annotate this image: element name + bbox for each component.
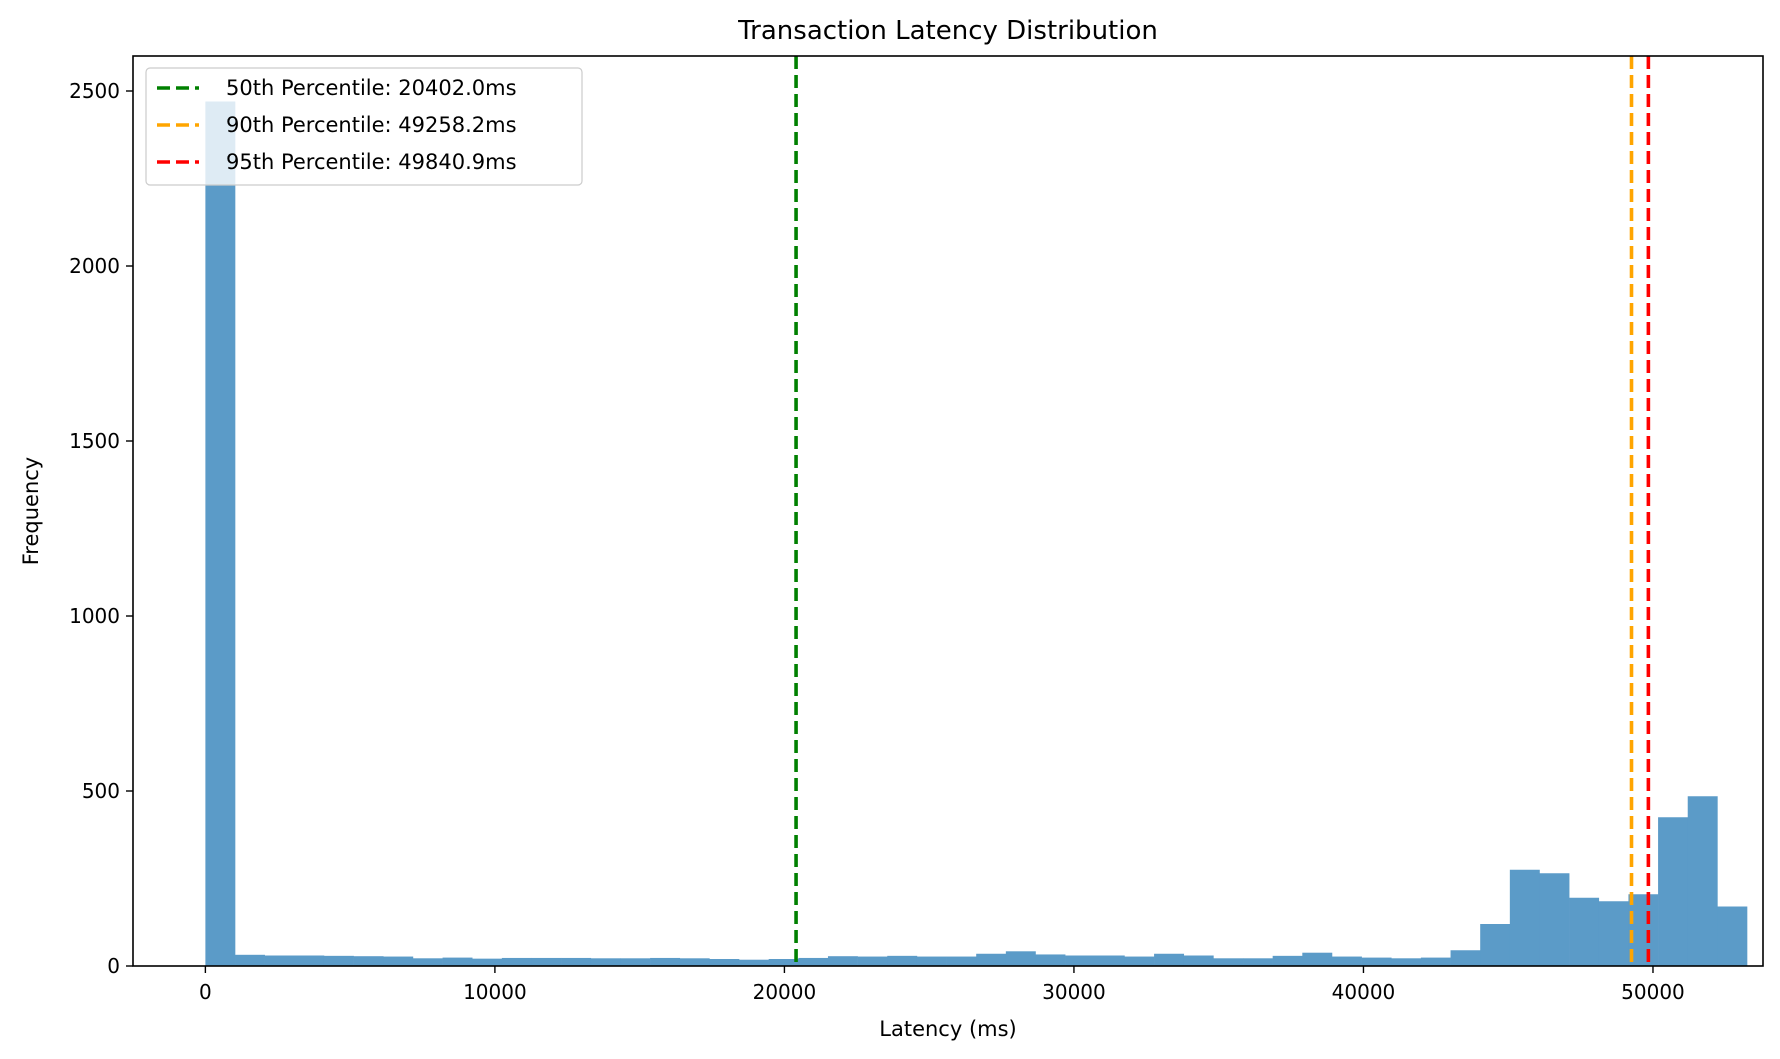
histogram-bar xyxy=(827,956,858,966)
x-axis-ticks: 0 10000 20000 30000 40000 50000 xyxy=(199,966,1685,1004)
histogram-bar xyxy=(323,955,354,966)
histogram-bar xyxy=(561,957,592,966)
y-tick-label: 1000 xyxy=(69,604,120,628)
histogram-bar xyxy=(1094,955,1125,966)
histogram-bar xyxy=(1598,901,1629,966)
histogram-bar xyxy=(235,954,265,966)
histogram-bar xyxy=(205,101,236,966)
histogram-bar xyxy=(1331,956,1362,966)
y-axis-ticks: 0 500 1000 1500 2000 2500 xyxy=(69,79,133,978)
x-tick-label: 20000 xyxy=(753,980,817,1004)
histogram-bar xyxy=(709,959,740,966)
histogram-bar xyxy=(1213,958,1244,966)
histogram-bar xyxy=(501,957,532,966)
histogram-bar xyxy=(946,956,977,966)
histogram-bar xyxy=(1391,958,1422,966)
histogram-bar xyxy=(1361,957,1392,966)
y-tick-label: 0 xyxy=(107,954,120,978)
histogram-bar xyxy=(1658,817,1689,966)
x-tick-label: 0 xyxy=(199,980,212,1004)
histogram-bar xyxy=(1687,796,1718,966)
histogram-bar xyxy=(887,955,918,966)
histogram-bar xyxy=(1183,955,1214,966)
plot-frame xyxy=(132,55,1764,967)
histogram-bar xyxy=(531,957,562,966)
histogram-bar xyxy=(472,958,503,966)
histogram-bar xyxy=(1450,950,1481,966)
histogram-bar xyxy=(412,958,443,966)
y-tick-label: 2500 xyxy=(69,79,120,103)
histogram-bar xyxy=(916,956,947,966)
legend: 50th Percentile: 20402.0ms 90th Percentil… xyxy=(145,67,583,186)
legend-label: 90th Percentile: 49258.2ms xyxy=(226,113,517,137)
histogram-bar xyxy=(353,956,384,966)
histogram-bar xyxy=(1035,954,1066,966)
x-tick-label: 40000 xyxy=(1332,980,1396,1004)
histogram-bar xyxy=(442,957,473,966)
histogram-bar xyxy=(1272,955,1303,966)
y-tick-label: 500 xyxy=(82,779,120,803)
x-tick-label: 50000 xyxy=(1621,980,1685,1004)
histogram-bar xyxy=(1717,906,1748,966)
histogram-bar xyxy=(857,956,888,966)
histogram-bars xyxy=(205,101,1748,966)
histogram-bar xyxy=(679,958,710,966)
histogram-bar xyxy=(1420,957,1451,966)
histogram-bar xyxy=(1065,955,1096,966)
histogram-bar xyxy=(590,958,621,966)
legend-label: 50th Percentile: 20402.0ms xyxy=(226,76,517,100)
histogram-bar xyxy=(264,955,295,966)
histogram-bar xyxy=(1302,952,1333,966)
histogram-bar xyxy=(650,957,681,966)
legend-box xyxy=(145,67,583,186)
histogram-bar xyxy=(1480,924,1511,966)
percentile-lines xyxy=(794,56,1651,966)
y-tick-label: 2000 xyxy=(69,254,120,278)
histogram-bar xyxy=(1005,951,1036,966)
histogram-bar xyxy=(1509,869,1540,966)
histogram-bar xyxy=(976,953,1007,966)
histogram-bar xyxy=(768,959,799,966)
histogram-bar xyxy=(294,955,325,966)
y-tick-label: 1500 xyxy=(69,429,120,453)
x-axis-label: Latency (ms) xyxy=(879,1017,1016,1041)
histogram-bar xyxy=(1569,897,1600,966)
histogram-bar xyxy=(1539,873,1570,966)
histogram-bar xyxy=(1124,956,1155,966)
histogram-bar xyxy=(798,957,829,966)
histogram-bar xyxy=(620,958,651,966)
histogram-bar xyxy=(739,959,769,966)
histogram-bar xyxy=(1154,953,1185,966)
y-axis-label: Frequency xyxy=(19,457,43,566)
histogram-bar xyxy=(1243,958,1273,966)
histogram-bar xyxy=(383,956,414,966)
chart-title: Transaction Latency Distribution xyxy=(737,16,1158,46)
x-tick-label: 30000 xyxy=(1042,980,1106,1004)
legend-label: 95th Percentile: 49840.9ms xyxy=(226,150,517,174)
x-tick-label: 10000 xyxy=(463,980,527,1004)
histogram-bar xyxy=(1628,894,1659,966)
